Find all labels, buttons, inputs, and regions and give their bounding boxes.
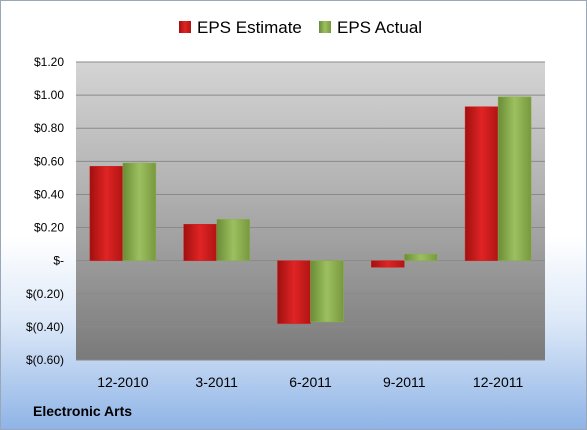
eps-actual-bar	[497, 96, 532, 261]
eps-estimate-bar	[464, 106, 499, 261]
x-category-label: 3-2011	[195, 374, 238, 390]
eps-estimate-bar	[277, 260, 311, 324]
y-tick-label: $-	[53, 254, 64, 268]
eps-actual-bar	[404, 253, 438, 261]
eps-estimate-bar	[371, 260, 405, 268]
y-tick-label: $1.20	[34, 55, 64, 69]
y-tick-label: $0.60	[34, 154, 64, 168]
eps-actual-bar	[122, 162, 157, 261]
company-name: Electronic Arts	[33, 403, 133, 419]
eps-estimate-bar	[89, 166, 124, 261]
legend-swatch-estimate	[179, 21, 191, 33]
x-category-label: 12-2011	[473, 374, 524, 390]
legend-label-estimate: EPS Estimate	[197, 18, 302, 37]
legend-swatch-actual	[319, 21, 331, 33]
bars	[89, 96, 532, 324]
y-tick-label: $0.40	[34, 187, 64, 201]
legend-label-actual: EPS Actual	[337, 18, 422, 37]
y-tick-label: $1.00	[34, 88, 64, 102]
x-category-label: 9-2011	[383, 374, 426, 390]
y-axis-tick-labels: $1.20 $1.00 $0.80 $0.60 $0.40 $0.20 $- $(0.20) $…	[26, 55, 64, 367]
x-axis-category-labels: 12-2010 3-2011 6-2011 9-2011 12-2011	[97, 374, 523, 390]
y-tick-label: $0.20	[34, 221, 64, 235]
legend: EPS Estimate EPS Actual	[179, 18, 422, 37]
x-category-label: 6-2011	[289, 374, 332, 390]
eps-actual-bar	[310, 260, 344, 323]
x-category-label: 12-2010	[97, 374, 149, 390]
y-tick-label: $(0.60)	[26, 353, 64, 367]
y-tick-label: $(0.20)	[26, 287, 64, 301]
y-tick-label: $0.80	[34, 121, 64, 135]
eps-estimate-bar	[183, 223, 217, 261]
y-tick-label: $(0.40)	[26, 320, 64, 334]
eps-actual-bar	[216, 219, 250, 261]
